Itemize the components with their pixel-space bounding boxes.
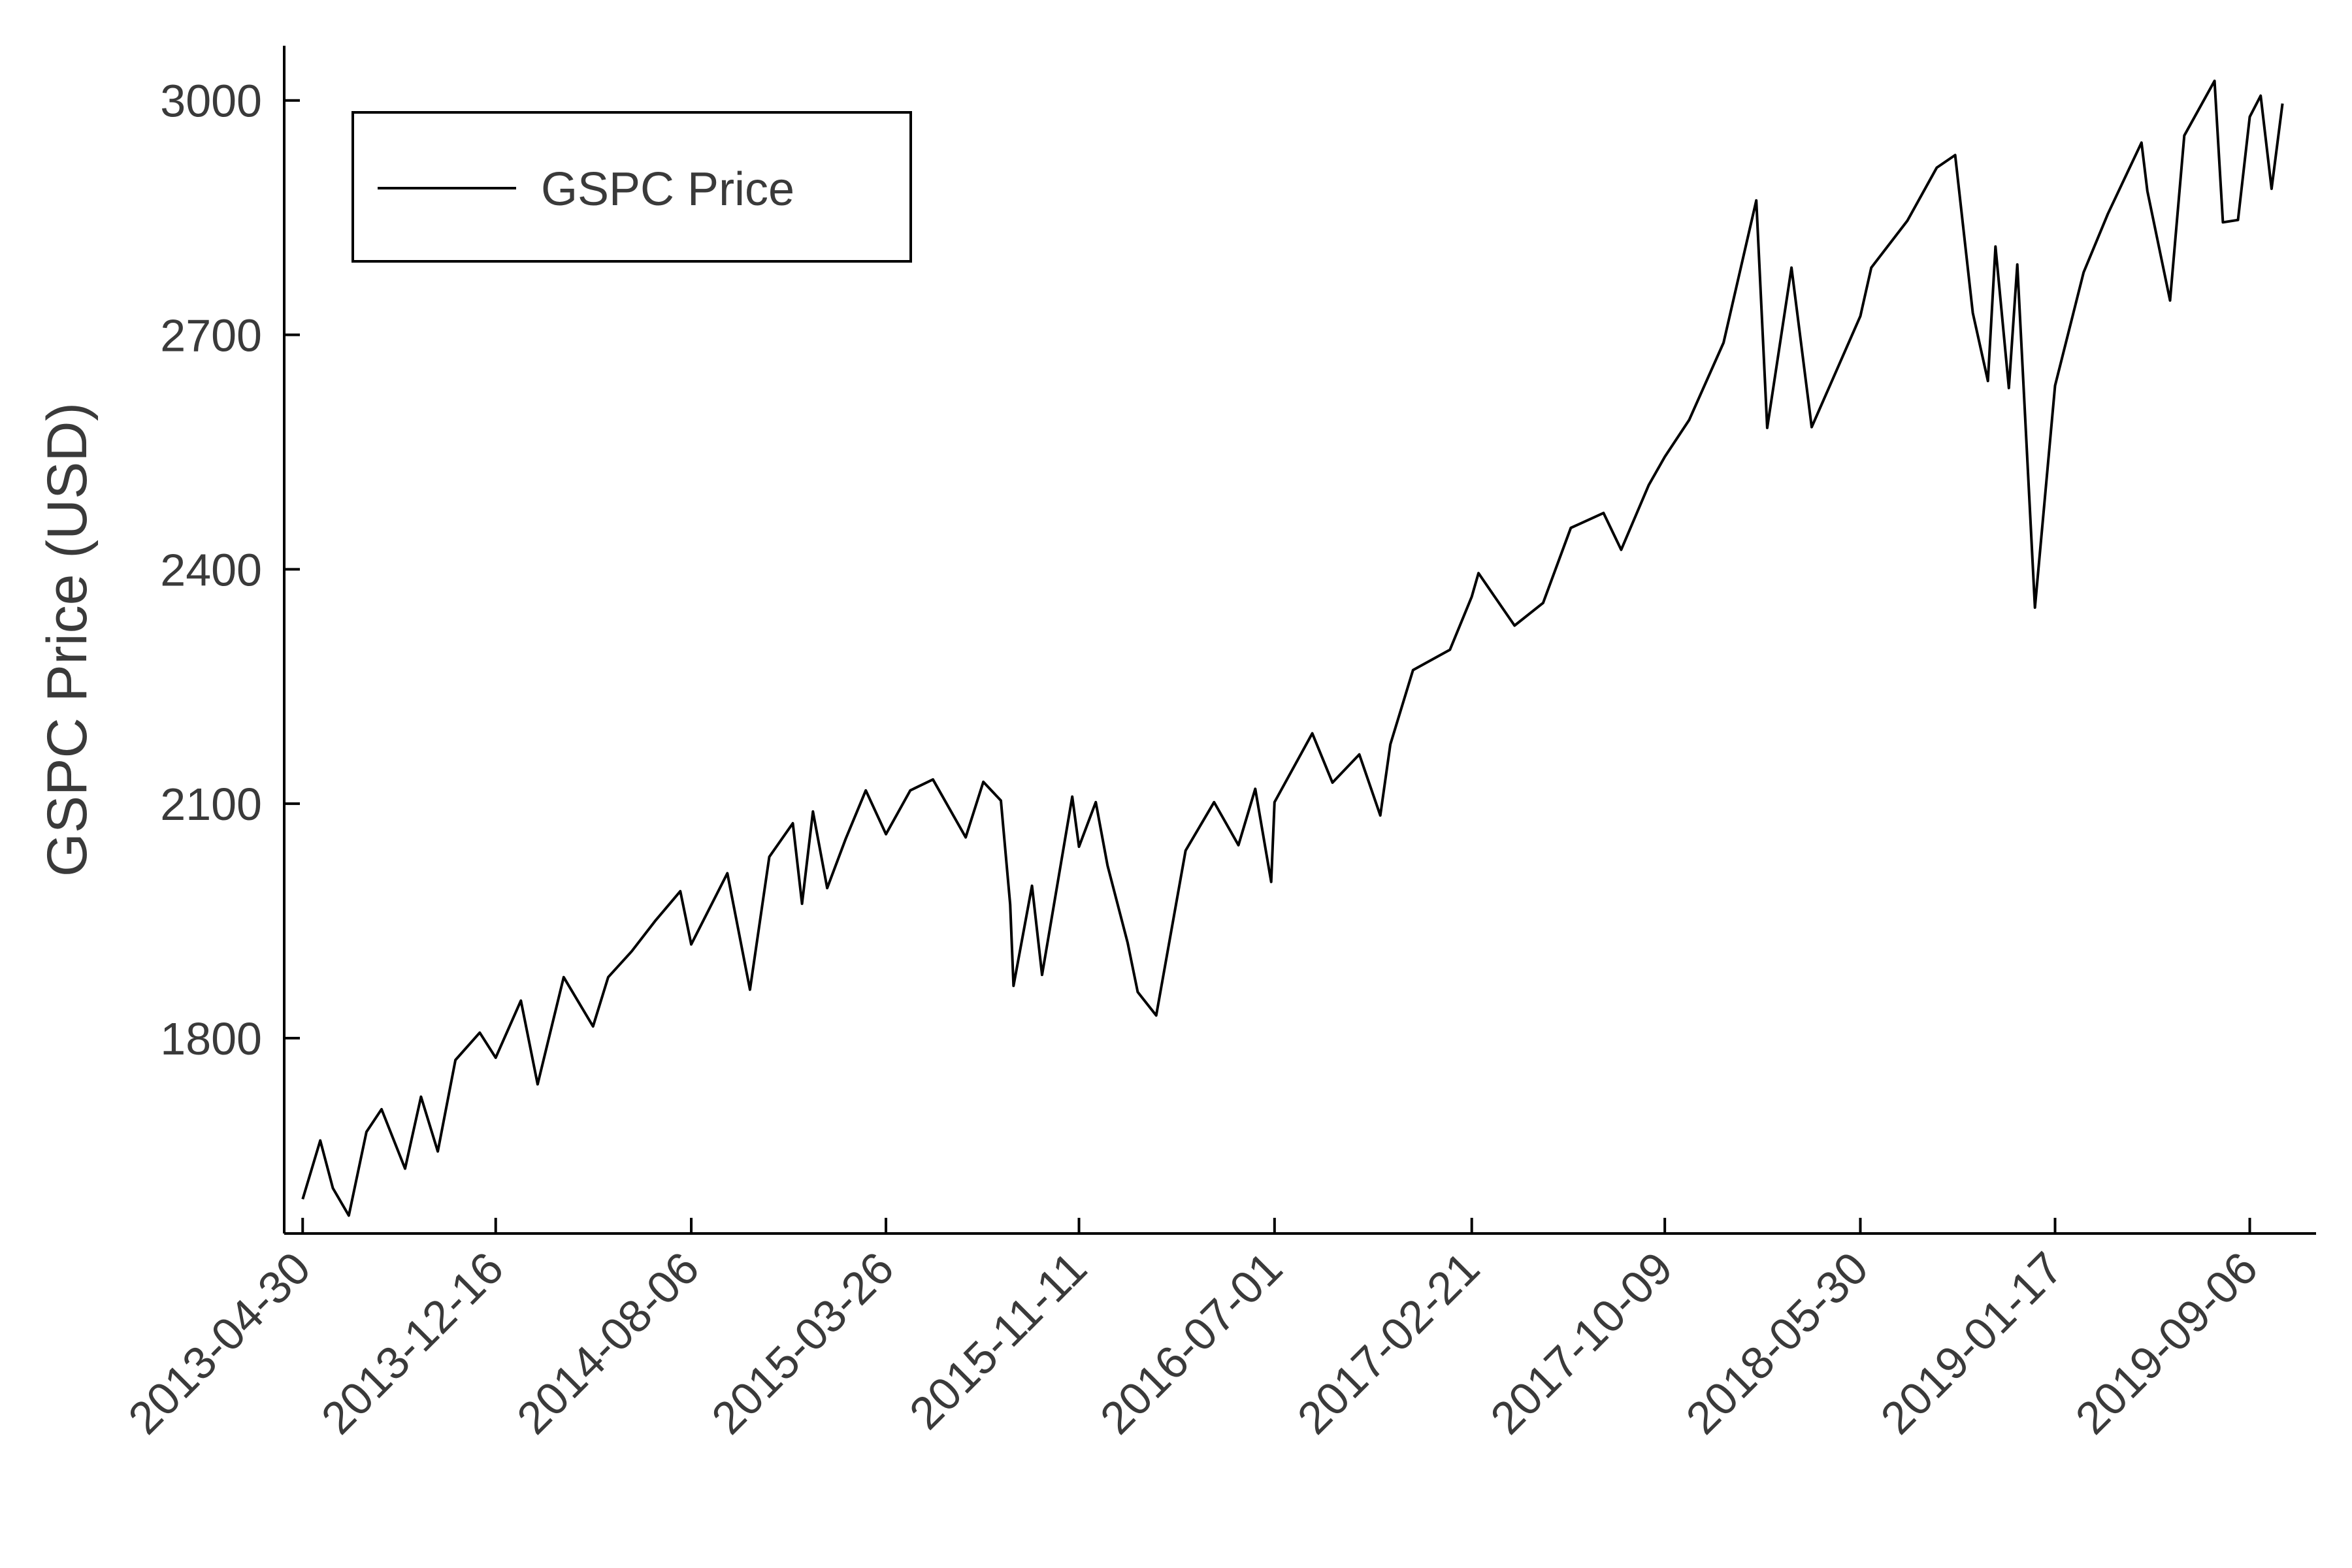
y-axis-ticks: 1800 2100 2400 2700 3000	[160, 76, 300, 1064]
y-tick-label: 1800	[160, 1013, 262, 1064]
series-line-gspc-price	[301, 79, 2284, 1217]
y-axis-title: GSPC Price (USD)	[36, 402, 99, 877]
x-tick-label: 2019-09-06	[2066, 1242, 2267, 1443]
x-tick-label: 2015-11-11	[900, 1242, 1096, 1439]
x-tick-label: 2015-03-26	[702, 1242, 903, 1443]
x-tick-label: 2019-01-17	[1871, 1242, 2072, 1443]
y-tick-label: 2700	[160, 310, 262, 361]
legend-label-gspc-price: GSPC Price	[541, 163, 794, 216]
y-tick-label: 2100	[160, 779, 262, 830]
x-tick-label: 2018-05-30	[1676, 1242, 1878, 1443]
legend: GSPC Price	[351, 111, 912, 263]
y-tick-label: 2400	[160, 544, 262, 595]
x-tick-label: 2013-04-30	[119, 1242, 320, 1443]
x-axis-ticks: 2013-04-302013-12-162014-08-062015-03-26…	[119, 1218, 2267, 1444]
x-tick-label: 2016-07-01	[1090, 1242, 1292, 1443]
x-tick-label: 2013-12-16	[312, 1242, 513, 1443]
x-tick-label: 2014-08-06	[507, 1242, 708, 1443]
x-tick-label: 2017-02-21	[1288, 1242, 1489, 1443]
x-tick-label: 2017-10-09	[1480, 1242, 1682, 1443]
chart-axes	[283, 46, 2316, 1235]
y-tick-label: 3000	[160, 76, 262, 127]
